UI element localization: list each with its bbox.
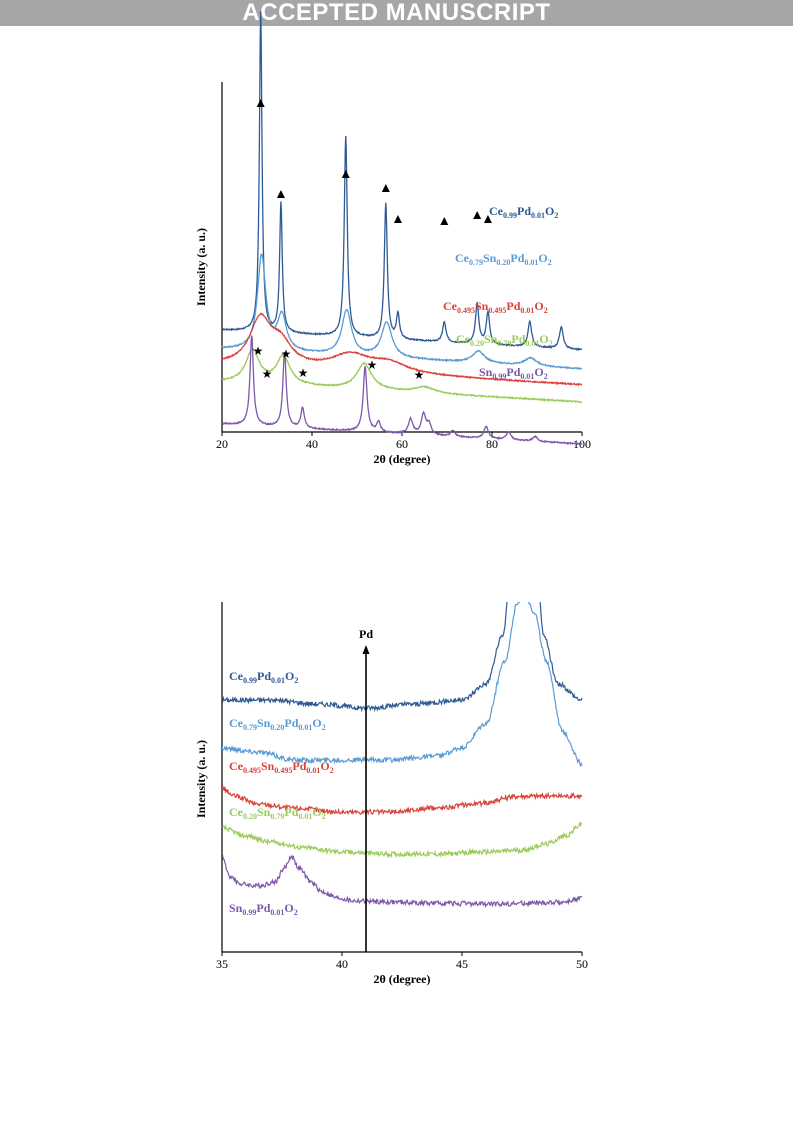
y-axis-label: Intensity (a. u.) bbox=[194, 228, 208, 306]
series-label: Ce0.20Sn0.79Pd0.01O2 bbox=[229, 805, 326, 821]
triangle-marker bbox=[440, 217, 449, 225]
series-line bbox=[222, 854, 583, 909]
series-label: Ce0.79Sn0.20Pd0.01O2 bbox=[455, 251, 552, 267]
x-tick-label: 45 bbox=[456, 957, 468, 971]
pd-arrowhead bbox=[362, 645, 370, 654]
star-marker: ★ bbox=[262, 367, 273, 381]
series-label: Ce0.495Sn0.495Pd0.01O2 bbox=[443, 299, 548, 315]
series-label: Ce0.99Pd0.01O2 bbox=[229, 669, 298, 685]
series-label: Ce0.99Pd0.01O2 bbox=[489, 204, 558, 220]
triangle-marker bbox=[276, 190, 285, 198]
triangle-marker bbox=[483, 215, 492, 223]
series-line bbox=[222, 822, 583, 859]
series-label: Ce0.79Sn0.20Pd0.01O2 bbox=[229, 716, 326, 732]
y-axis-label: Intensity (a. u.) bbox=[194, 740, 208, 818]
series-line bbox=[221, 347, 583, 404]
triangle-marker bbox=[393, 215, 402, 223]
chart-2: 35 40 45 50 2θ (degree) Intensity (a. u.) Ce0.… bbox=[194, 602, 588, 986]
series-label: Sn0.99Pd0.01O2 bbox=[229, 901, 298, 917]
series-line bbox=[221, 11, 583, 351]
x-tick-label: 35 bbox=[216, 957, 228, 971]
manuscript-banner: ACCEPTED MANUSCRIPT bbox=[0, 0, 793, 26]
series-line bbox=[222, 602, 583, 768]
star-marker: ★ bbox=[281, 347, 292, 361]
x-tick-label: 40 bbox=[336, 957, 348, 971]
series-line bbox=[221, 312, 583, 387]
series-label: Sn0.99Pd0.01O2 bbox=[479, 365, 548, 381]
x-tick-label: 20 bbox=[216, 437, 228, 451]
triangle-marker bbox=[473, 211, 482, 219]
triangle-marker bbox=[256, 99, 265, 107]
series-label: Ce0.495Sn0.495Pd0.01O2 bbox=[229, 759, 334, 775]
star-marker: ★ bbox=[253, 344, 264, 358]
series-line bbox=[221, 253, 583, 370]
series-label: Ce0.20Sn0.79Pd0.01O2 bbox=[456, 332, 553, 348]
x-tick-label: 40 bbox=[306, 437, 318, 451]
x-axis-label: 2θ (degree) bbox=[373, 972, 430, 986]
star-marker: ★ bbox=[414, 368, 425, 382]
series-line bbox=[222, 602, 583, 713]
x-axis-label: 2θ (degree) bbox=[373, 452, 430, 466]
pd-reference-label: Pd bbox=[359, 627, 373, 641]
banner-text: ACCEPTED MANUSCRIPT bbox=[242, 0, 551, 26]
star-marker: ★ bbox=[367, 358, 378, 372]
series-line bbox=[222, 784, 583, 816]
x-tick-label: 60 bbox=[396, 437, 408, 451]
triangle-marker bbox=[341, 170, 350, 178]
series-line bbox=[221, 335, 583, 446]
triangle-marker bbox=[381, 184, 390, 192]
star-marker: ★ bbox=[298, 366, 309, 380]
x-tick-label: 50 bbox=[576, 957, 588, 971]
x-tick-label: 80 bbox=[486, 437, 498, 451]
